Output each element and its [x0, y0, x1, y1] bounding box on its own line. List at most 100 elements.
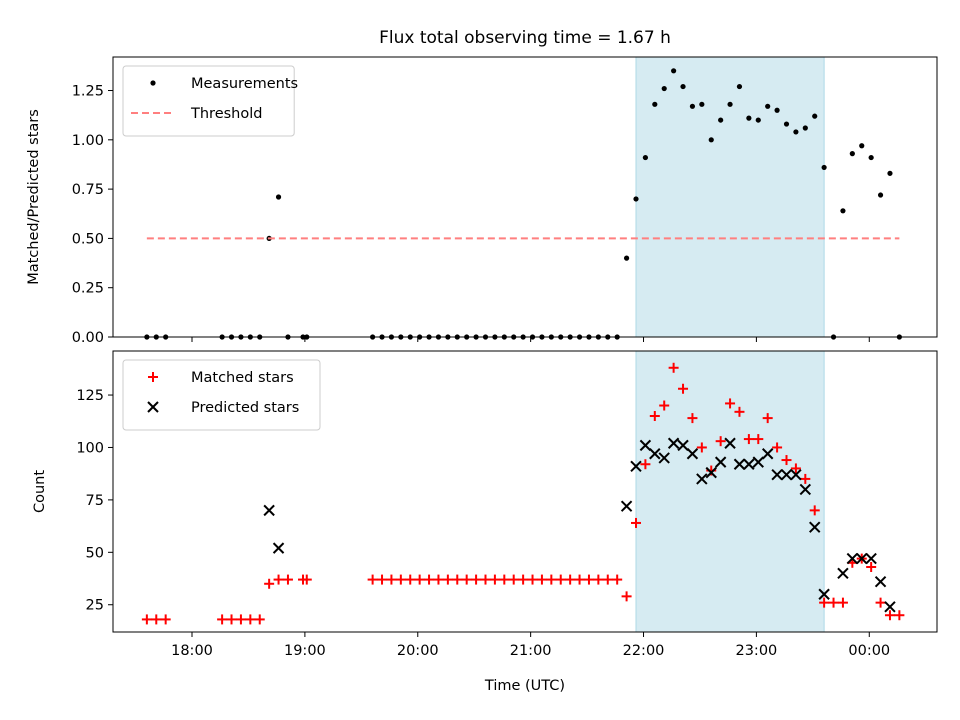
predicted-stars-point [639, 439, 652, 452]
predicted-stars-point [743, 458, 755, 470]
matched-stars-point [715, 436, 726, 447]
count-panel: 25 50 75 100 125 18:00 19:00 20:00 21:00 22:00 23… [32, 350, 938, 694]
matched-stars-point [612, 574, 623, 585]
predicted-stars-legend-label: Predicted stars [191, 400, 299, 416]
measurements-point [708, 137, 714, 143]
measurements-point [718, 117, 724, 123]
measurements-point [699, 101, 705, 107]
x-tick-label: 00:00 [848, 643, 890, 659]
predicted-stars-point [837, 567, 849, 579]
ratio-y-axis-label: Matched/Predicted stars [26, 109, 42, 285]
matched-stars-point [452, 574, 463, 585]
ratio-y-ticks: 0.00 0.25 0.50 0.75 1.00 1.25 [72, 84, 113, 346]
matched-stars-point [772, 442, 783, 453]
matched-stars-point [574, 574, 585, 585]
matched-stars-legend-label: Matched stars [191, 370, 294, 386]
count-y-tick-label: 125 [76, 388, 104, 404]
predicted-stars-point [790, 469, 802, 481]
count-y-tick-label: 100 [76, 440, 104, 456]
matched-stars-point [471, 574, 482, 585]
matched-stars-point [264, 578, 275, 589]
predicted-stars-point [686, 448, 699, 460]
count-legend: Matched stars Predicted stars [122, 359, 321, 431]
measurements-point [859, 143, 865, 149]
ratio-panel: 0.00 0.25 0.50 0.75 1.00 1.25 Matched/Predict… [26, 56, 938, 346]
matched-stars-point [508, 574, 519, 585]
matched-stars-point [828, 597, 839, 608]
ratio-y-tick-label: 1.25 [72, 84, 104, 100]
matched-stars-point [555, 574, 566, 585]
threshold-legend-label: Threshold [190, 106, 262, 122]
matched-stars-point [424, 574, 435, 585]
measurements-point [793, 129, 799, 135]
count-y-axis-label: Count [32, 470, 48, 513]
measurements-point [783, 121, 790, 127]
matched-stars-point [160, 614, 171, 625]
count-y-tick-label: 50 [86, 545, 104, 561]
matched-stars-legend-swatch [148, 372, 158, 382]
matched-stars-point [235, 614, 246, 625]
measurements-point [821, 164, 827, 171]
x-tick-label: 20:00 [397, 643, 439, 659]
measurements-point [652, 101, 658, 107]
matched-stars-point [678, 383, 689, 394]
matched-stars-point [386, 574, 397, 585]
matched-stars-point [377, 574, 388, 585]
matched-stars-point [640, 459, 651, 470]
ratio-y-tick-label: 0.25 [72, 281, 104, 297]
matched-stars-point [254, 614, 265, 625]
x-tick-label: 22:00 [623, 643, 665, 659]
predicted-stars-point [696, 473, 708, 485]
measurements-point [736, 83, 743, 90]
matched-stars-point [442, 574, 453, 585]
matched-stars-point [894, 610, 905, 621]
measurements-point [746, 115, 752, 121]
matched-stars-point [762, 413, 773, 424]
count-shaded-span [635, 350, 825, 633]
x-tick-label: 19:00 [284, 643, 326, 659]
predicted-stars-point [865, 552, 877, 565]
matched-stars-point [725, 398, 736, 409]
ratio-axes-frame [112, 56, 938, 338]
predicted-stars-series [263, 437, 896, 613]
matched-stars-point [226, 614, 237, 625]
matched-stars-point [480, 574, 491, 585]
ratio-y-tick-label: 1.00 [72, 133, 104, 149]
matched-stars-point [875, 597, 886, 608]
measurements-point [812, 113, 818, 119]
measurements-point [633, 196, 639, 202]
matched-stars-point [273, 574, 284, 585]
count-axes-frame [112, 350, 938, 633]
matched-stars-point [583, 574, 594, 585]
matched-stars-point [659, 400, 670, 411]
predicted-stars-point [856, 552, 868, 565]
matched-stars-point [593, 574, 604, 585]
measurements-point [802, 125, 808, 131]
predicted-stars-point [658, 452, 670, 464]
measurements-point [727, 101, 733, 107]
ratio-legend: Measurements Threshold [122, 65, 298, 137]
predicted-stars-point [263, 504, 275, 517]
matched-stars-point [837, 597, 848, 608]
matched-stars-point [461, 574, 472, 585]
predicted-stars-point [818, 588, 830, 600]
count-y-tick-label: 75 [86, 493, 104, 509]
predicted-stars-point [884, 601, 896, 613]
predicted-stars-point [677, 439, 689, 452]
matched-stars-point [405, 574, 416, 585]
matched-stars-point [800, 473, 811, 484]
matched-stars-point [414, 574, 425, 585]
predicted-stars-point [620, 500, 633, 512]
ratio-y-tick-label: 0.50 [72, 231, 104, 247]
matched-stars-point [301, 574, 312, 585]
predicted-stars-legend-swatch [147, 401, 159, 413]
predicted-stars-point [799, 483, 812, 496]
matched-stars-point [536, 574, 547, 585]
measurements-point [774, 107, 780, 113]
predicted-stars-point [874, 575, 887, 588]
measurements-series [144, 68, 902, 340]
measurements-point [868, 154, 874, 161]
measurements-legend-swatch [150, 80, 156, 86]
matched-stars-point [395, 574, 406, 585]
